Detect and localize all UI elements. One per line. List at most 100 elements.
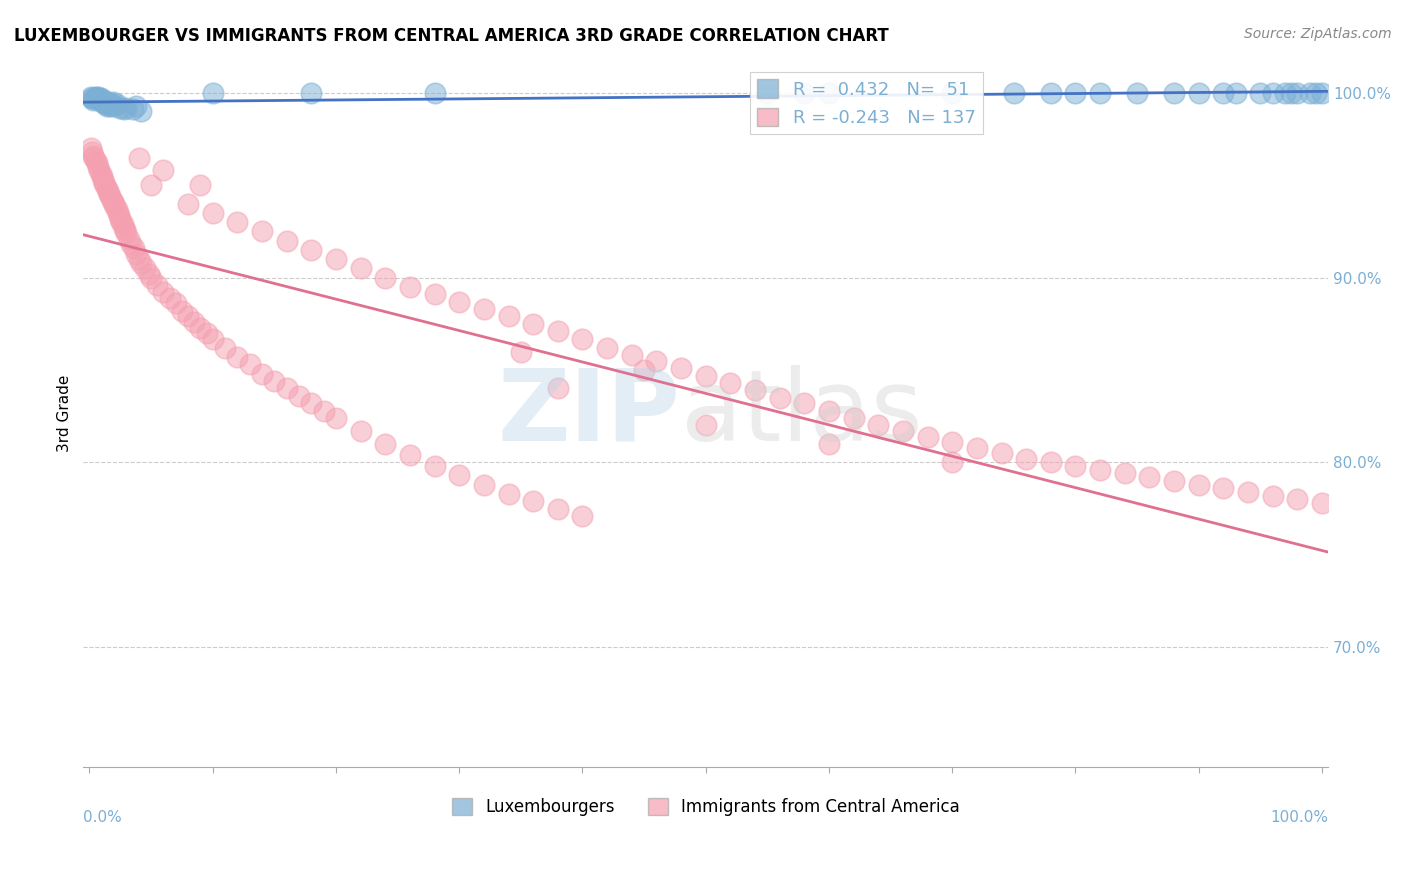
Point [152, 285, 174, 300]
Point [90, 91, 112, 105]
Point [917, 429, 939, 443]
Point [100, 189, 122, 203]
Point [547, 501, 569, 516]
Point [101, 194, 124, 209]
Point [1305, 86, 1327, 100]
Point [190, 320, 212, 334]
Point [108, 208, 131, 222]
Point [118, 232, 141, 246]
Point [98, 187, 121, 202]
Point [1088, 463, 1111, 477]
Point [98, 97, 121, 112]
Point [103, 99, 125, 113]
Point [1310, 496, 1333, 510]
Point [818, 437, 841, 451]
Point [121, 103, 143, 117]
Point [103, 196, 125, 211]
Point [134, 261, 156, 276]
Point [90, 95, 112, 109]
Point [86, 156, 108, 170]
Point [695, 368, 717, 383]
Point [1088, 86, 1111, 100]
Point [299, 396, 322, 410]
Point [87, 89, 110, 103]
Point [669, 361, 692, 376]
Point [449, 294, 471, 309]
Point [128, 252, 150, 267]
Point [79, 141, 101, 155]
Point [1212, 481, 1234, 495]
Point [299, 86, 322, 100]
Point [263, 374, 285, 388]
Point [114, 222, 136, 236]
Point [125, 99, 148, 113]
Point [399, 448, 422, 462]
Point [107, 206, 129, 220]
Point [818, 403, 841, 417]
Point [201, 86, 224, 100]
Point [547, 382, 569, 396]
Point [522, 494, 544, 508]
Text: Source: ZipAtlas.com: Source: ZipAtlas.com [1244, 27, 1392, 41]
Point [793, 86, 815, 100]
Point [80, 145, 103, 159]
Text: 0.0%: 0.0% [83, 810, 122, 825]
Point [349, 261, 371, 276]
Point [695, 418, 717, 433]
Point [744, 384, 766, 398]
Point [115, 101, 138, 115]
Point [842, 411, 865, 425]
Point [84, 154, 107, 169]
Point [111, 217, 134, 231]
Point [90, 169, 112, 183]
Point [423, 86, 446, 100]
Point [125, 246, 148, 260]
Point [100, 99, 122, 113]
Point [195, 326, 218, 340]
Point [509, 344, 531, 359]
Point [128, 151, 150, 165]
Point [94, 178, 117, 193]
Point [288, 389, 311, 403]
Point [1261, 86, 1284, 100]
Point [423, 459, 446, 474]
Point [139, 270, 162, 285]
Point [547, 324, 569, 338]
Point [1298, 86, 1320, 100]
Text: 100.0%: 100.0% [1270, 810, 1329, 825]
Point [159, 291, 181, 305]
Point [423, 287, 446, 301]
Point [1163, 474, 1185, 488]
Point [449, 468, 471, 483]
Point [122, 241, 145, 255]
Point [1188, 86, 1211, 100]
Point [941, 435, 963, 450]
Point [1163, 86, 1185, 100]
Point [374, 270, 396, 285]
Point [115, 227, 138, 241]
Point [818, 86, 841, 100]
Point [250, 224, 273, 238]
Point [645, 353, 668, 368]
Point [82, 93, 104, 107]
Point [522, 317, 544, 331]
Point [165, 296, 187, 310]
Point [84, 89, 107, 103]
Point [1286, 492, 1309, 507]
Point [138, 267, 160, 281]
Point [129, 104, 152, 119]
Point [1039, 455, 1062, 469]
Point [201, 332, 224, 346]
Point [190, 178, 212, 193]
Point [94, 97, 117, 112]
Point [941, 86, 963, 100]
Point [100, 193, 122, 207]
Point [96, 182, 118, 196]
Point [374, 437, 396, 451]
Point [620, 348, 643, 362]
Point [214, 341, 236, 355]
Point [201, 206, 224, 220]
Point [139, 178, 162, 193]
Point [250, 367, 273, 381]
Point [170, 304, 193, 318]
